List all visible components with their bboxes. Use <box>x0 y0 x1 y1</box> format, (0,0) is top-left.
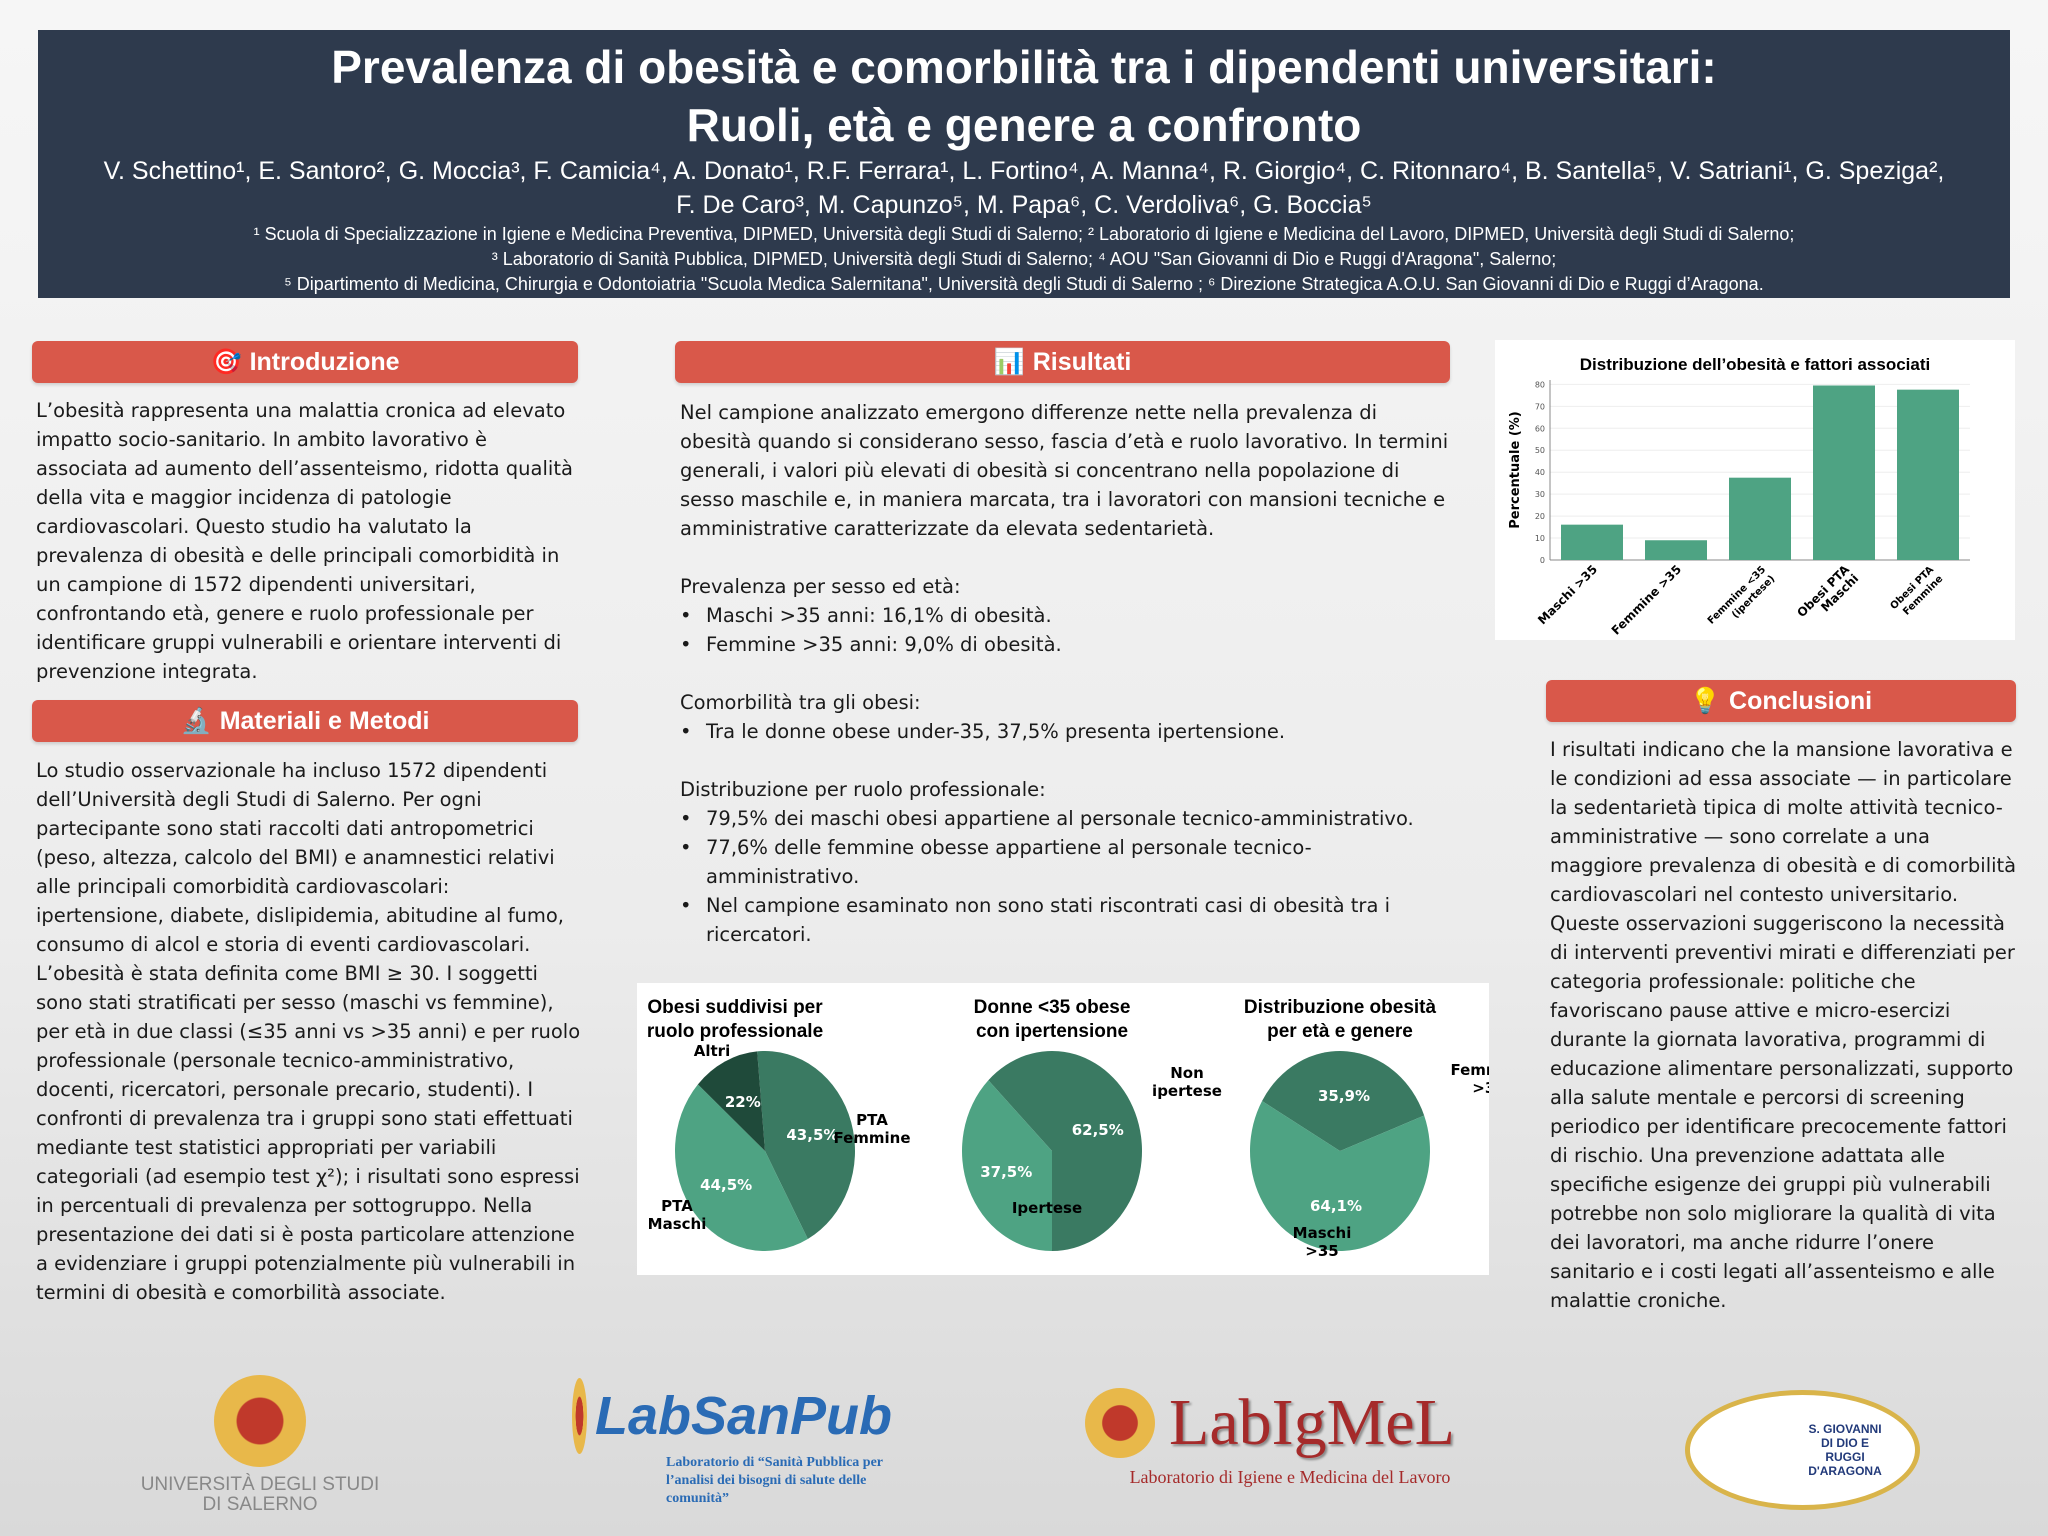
y-axis-label: Percentuale (%) <box>1508 411 1523 528</box>
affiliation: ³ Laboratorio di Sanità Pubblica, DIPMED… <box>491 249 1557 269</box>
bar <box>1729 477 1791 560</box>
intro-text: L’obesità rappresenta una malattia croni… <box>36 399 573 683</box>
logo-unisa: UNIVERSITÀ DEGLI STUDI DI SALERNO <box>140 1375 380 1515</box>
pie-slice <box>697 1051 765 1151</box>
chart-icon: 📊 <box>993 347 1025 376</box>
x-tick-label: Obesi PTAMaschi <box>1794 562 1861 629</box>
logo-aou: S. GIOVANNI DI DIO E RUGGI D'ARAGONA <box>1685 1390 1920 1510</box>
bar <box>1561 524 1623 560</box>
conclusions-text: I risultati indicano che la mansione lav… <box>1550 738 2017 1312</box>
bar <box>1813 385 1875 560</box>
pie-title: Distribuzione obesità per età e genere <box>1244 997 1437 1042</box>
pie-slice <box>1250 1101 1430 1251</box>
slice-name-label: Ipertese <box>1012 1199 1082 1217</box>
chart-title: Distribuzione dell’obesità e fattori ass… <box>1580 355 1930 374</box>
affiliation: ¹ Scuola di Specializzazione in Igiene e… <box>253 224 1795 244</box>
x-tick-label: Femmine >35 <box>1609 562 1684 637</box>
poster-header: Prevalenza di obesità e comorbilità tra … <box>38 30 2010 298</box>
y-tick-label: 60 <box>1535 424 1545 433</box>
authors: V. Schettino¹, E. Santoro², G. Moccia³, … <box>103 157 1945 219</box>
pie-slice <box>1262 1051 1425 1151</box>
slice-value-label: 22% <box>725 1093 761 1111</box>
y-tick-label: 80 <box>1535 380 1545 389</box>
pie-slice <box>757 1051 855 1239</box>
y-tick-label: 40 <box>1535 468 1545 477</box>
y-tick-label: 0 <box>1540 556 1545 565</box>
section-header-introduzione: 🎯 Introduzione <box>32 341 578 383</box>
bar-chart: Distribuzione dell’obesità e fattori ass… <box>1495 340 2015 640</box>
section-header-risultati: 📊 Risultati <box>675 341 1450 383</box>
slice-name-label: Femmine>35 <box>1450 1061 1489 1097</box>
y-tick-label: 30 <box>1535 490 1545 499</box>
bar <box>1645 540 1707 560</box>
section-header-metodi: 🔬 Materiali e Metodi <box>32 700 578 742</box>
slice-name-label: Maschi >35 <box>1293 1224 1352 1260</box>
slice-name-label: PTA Femmine <box>833 1111 910 1147</box>
results-text: Nel campione analizzato emergono differe… <box>680 398 1450 949</box>
target-icon: 🎯 <box>210 347 242 376</box>
pie-charts: Obesi suddivisi per ruolo professionale 43… <box>637 983 1528 1275</box>
slice-name-label: Altri <box>694 1042 730 1060</box>
slice-name-label: PTA Maschi <box>648 1197 707 1233</box>
slice-value-label: 43,5% <box>786 1126 838 1144</box>
y-tick-label: 50 <box>1535 446 1545 455</box>
slice-value-label: 35,9% <box>1318 1087 1370 1105</box>
logo-labigmel: LabIgMeL Laboratorio di Igiene e Medicin… <box>1085 1385 1495 1488</box>
pie-slice <box>988 1051 1142 1251</box>
lightbulb-icon: 💡 <box>1689 686 1722 715</box>
logo-labsanpub: LabSanPub Laboratorio di “Sanità Pubblic… <box>572 1378 892 1508</box>
pie-slice <box>675 1084 808 1251</box>
x-tick-label: Maschi >35 <box>1535 562 1600 627</box>
pie-title: Obesi suddivisi per ruolo professionale <box>647 997 823 1042</box>
affiliation: ⁵ Dipartimento di Medicina, Chirurgia e … <box>284 274 1764 294</box>
bar <box>1897 389 1959 560</box>
slice-value-label: 44,5% <box>700 1176 752 1194</box>
slice-value-label: 62,5% <box>1072 1121 1124 1139</box>
y-tick-label: 70 <box>1535 402 1545 411</box>
y-tick-label: 10 <box>1535 534 1545 543</box>
slice-name-label: Non ipertese <box>1152 1064 1222 1100</box>
seal-icon <box>214 1375 306 1467</box>
pie-slice <box>962 1080 1052 1251</box>
x-tick-label: Femmine <35(ipertese) <box>1706 564 1778 636</box>
poster-title: Prevalenza di obesità e comorbilità tra … <box>331 41 1717 151</box>
slice-value-label: 64,1% <box>1310 1197 1362 1215</box>
y-tick-label: 20 <box>1535 512 1545 521</box>
section-header-conclusioni: 💡 Conclusioni <box>1546 680 2016 722</box>
pie-title: Donne <35 obese con ipertensione <box>974 997 1131 1042</box>
microscope-icon: 🔬 <box>180 706 212 735</box>
x-tick-label: Obesi PTAFemmine <box>1888 564 1945 621</box>
methods-text: Lo studio osservazionale ha incluso 1572… <box>36 759 581 1304</box>
slice-value-label: 37,5% <box>980 1163 1032 1181</box>
seal-icon <box>572 1378 587 1454</box>
seal-icon <box>1085 1388 1155 1458</box>
